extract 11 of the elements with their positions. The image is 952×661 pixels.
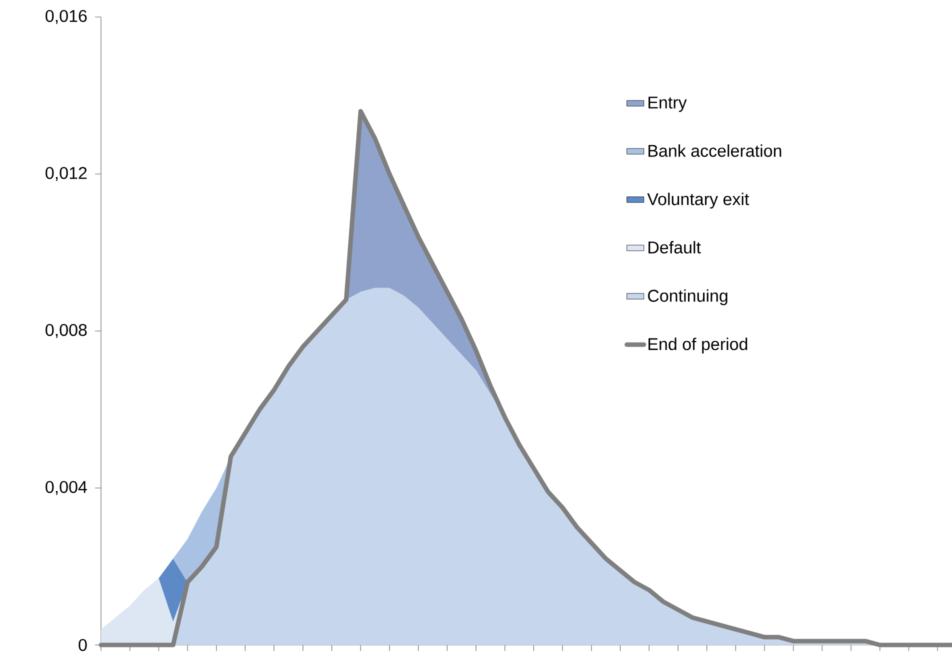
legend-label: Default	[648, 241, 701, 254]
y-tick-label: 0,008	[46, 324, 87, 338]
legend-label: Continuing	[648, 289, 728, 306]
legend-label: Voluntary exit	[647, 192, 750, 209]
y-tick-label: 0	[78, 638, 87, 652]
y-tick-label: 0,004	[46, 480, 87, 496]
legend-label: Bank acceleration	[648, 144, 782, 157]
legend-label: End of period	[648, 338, 748, 354]
y-tick-label: 0,016	[46, 10, 87, 24]
legend-label: Entry	[648, 96, 687, 112]
y-tick-label: 0,012	[46, 166, 87, 182]
